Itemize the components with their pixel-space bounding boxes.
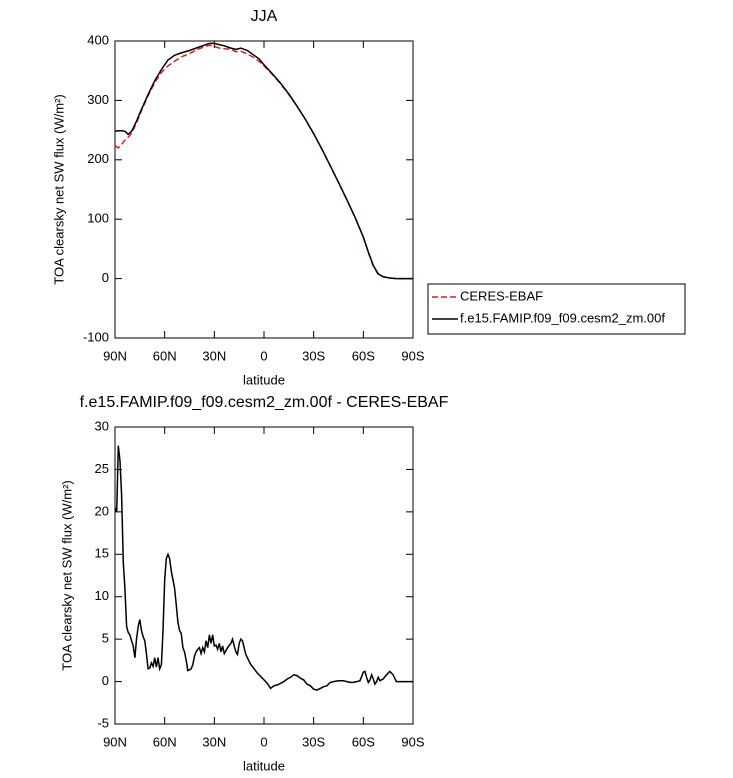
y-tick-label: -100 [83,329,109,344]
y-tick-label: 0 [102,673,109,688]
y-tick-label: 20 [95,503,109,518]
y-tick-label: 0 [102,270,109,285]
x-axis-label: latitude [243,372,285,387]
chart-title: f.e15.FAMIP.f09_f09.cesm2_zm.00f - CERES… [80,394,449,411]
y-tick-label: 25 [95,461,109,476]
y-tick-label: -5 [97,715,109,730]
legend-frame [427,283,686,335]
y-axis-label: TOA clearsky net SW flux (W/m²) [59,480,74,670]
y-tick-label: 5 [102,631,109,646]
x-tick-label: 30N [202,348,226,363]
y-axis-label: TOA clearsky net SW flux (W/m²) [51,94,66,284]
x-tick-label: 90N [103,348,127,363]
plot-frame [114,40,414,339]
y-tick-label: 100 [87,211,109,226]
x-tick-label: 0 [260,734,267,749]
x-tick-label: 60S [352,734,375,749]
y-tick-label: 400 [87,32,109,47]
y-tick-label: 200 [87,151,109,166]
x-tick-label: 60N [153,734,177,749]
x-tick-label: 30S [302,734,325,749]
x-tick-label: 90S [401,348,424,363]
x-tick-label: 60N [153,348,177,363]
legend-label: f.e15.FAMIP.f09_f09.cesm2_zm.00f [460,310,665,325]
legend-label: CERES-EBAF [460,288,543,303]
series-line [114,445,413,691]
y-tick-label: 30 [95,418,109,433]
x-tick-label: 30S [302,348,325,363]
x-axis-label: latitude [243,758,285,773]
y-tick-label: 15 [95,546,109,561]
y-tick-label: 300 [87,92,109,107]
x-tick-label: 0 [260,348,267,363]
y-tick-label: 10 [95,588,109,603]
series-line [114,44,413,280]
x-tick-label: 60S [352,348,375,363]
series-line [114,42,413,280]
x-tick-label: 90S [401,734,424,749]
x-tick-label: 90N [103,734,127,749]
plot-frame [114,426,414,725]
chart-title: JJA [251,8,278,25]
x-tick-label: 30N [202,734,226,749]
